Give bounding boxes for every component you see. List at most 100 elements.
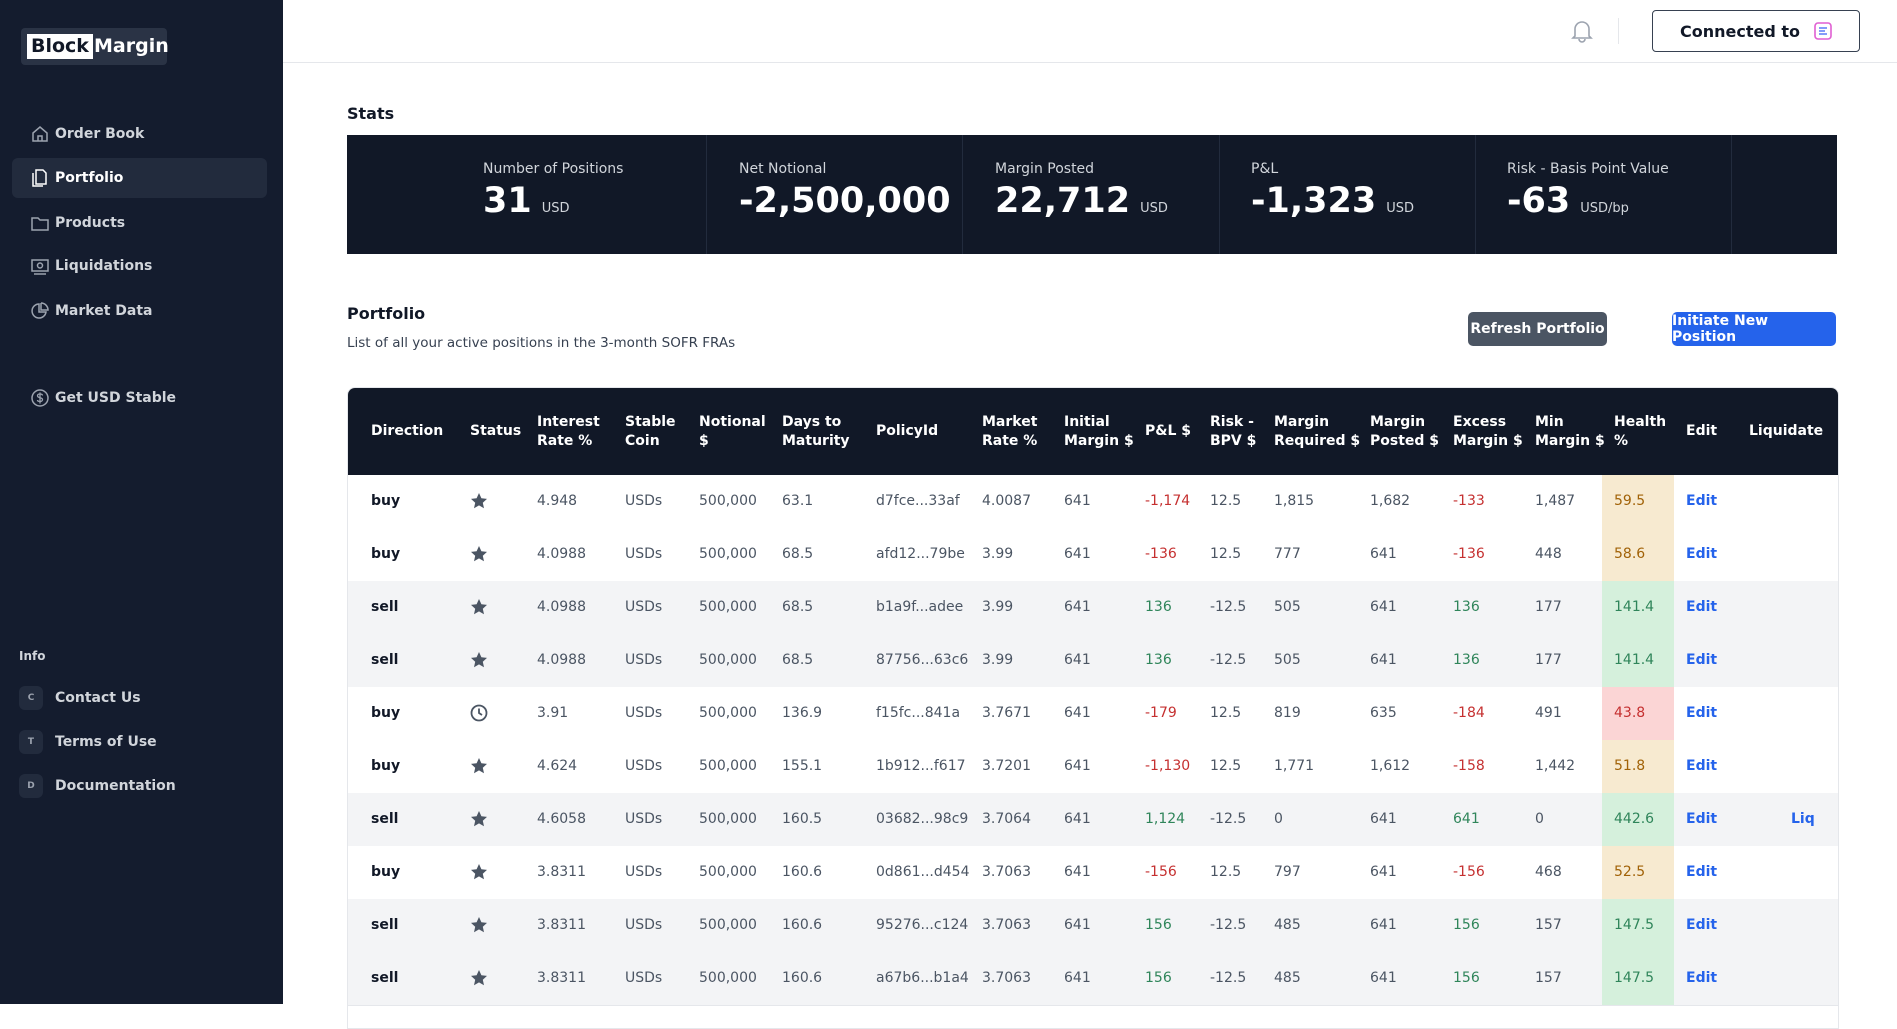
cell: 156 [1453,970,1480,986]
direction-cell: sell [371,599,399,615]
stat-card: P&L -1,323 USD [1251,161,1414,221]
cell: 4.948 [537,493,578,509]
logo-margin: Margin [94,35,169,57]
info-label: Terms of Use [55,734,157,750]
info-link[interactable]: C Contact Us [12,678,267,718]
cell: 157 [1535,970,1562,986]
direction-cell: sell [371,811,399,827]
nav-icon [31,302,49,319]
stat-unit: USD/bp [1580,201,1629,216]
table-row: buy 4.0988 USDs 500,000 68.5 afd12...79be 3.99… [348,528,1838,582]
cell: USDs [625,864,663,880]
cell: -1,130 [1145,758,1191,774]
cell: -133 [1453,493,1485,509]
edit-link[interactable]: Edit [1686,546,1718,562]
cell: 136.9 [782,705,823,721]
direction-cell: sell [371,970,399,986]
cell: 641 [1370,917,1397,933]
cell: 1b912...f617 [876,758,966,774]
status-icon [471,970,487,986]
cell: 1,442 [1535,758,1576,774]
table-row: sell 3.8311 USDs 500,000 160.6 a67b6...b1a4 3.… [348,952,1838,1006]
info-heading: Info [19,649,46,663]
cell: 641 [1370,864,1397,880]
health-cell-bg [1602,475,1674,528]
cell: 156 [1145,917,1172,933]
cell: USDs [625,811,663,827]
nav-item[interactable]: Liquidations [12,246,267,286]
cell: 160.6 [782,970,823,986]
status-icon [471,546,487,562]
nav-label: Products [55,215,126,231]
cell: 0d861...d454 [876,864,970,880]
table-row: sell 4.0988 USDs 500,000 68.5 b1a9f...adee 3.9… [348,581,1838,635]
edit-link[interactable]: Edit [1686,652,1718,668]
cell: 3.7063 [982,917,1031,933]
stat-card: Number of Positions 31 USD [483,161,623,221]
edit-link[interactable]: Edit [1686,705,1718,721]
edit-link[interactable]: Edit [1686,970,1718,986]
edit-link[interactable]: Edit [1686,864,1718,880]
health-cell-bg [1602,952,1674,1005]
nav-item[interactable]: Order Book [12,114,267,154]
cell: -12.5 [1210,811,1247,827]
table-row: buy 3.8311 USDs 500,000 160.6 0d861...d454 3.7… [348,846,1838,900]
info-label: Documentation [55,778,176,794]
cell: 641 [1370,599,1397,615]
cell: 505 [1274,599,1301,615]
table-row: buy 4.624 USDs 500,000 155.1 1b912...f617 3.72… [348,740,1838,794]
nav-item[interactable]: Get USD Stable [12,378,267,418]
refresh-button[interactable]: Refresh Portfolio [1468,312,1607,346]
cell: 4.0988 [537,652,586,668]
cell: 641 [1370,546,1397,562]
nav-item[interactable]: Products [12,203,267,243]
cell: USDs [625,652,663,668]
stat-unit: USD [541,201,570,216]
stat-card: Margin Posted 22,712 USD [995,161,1168,221]
cell: 156 [1453,917,1480,933]
cell: 1,771 [1274,758,1315,774]
nav-label: Liquidations [55,258,153,274]
cell: -184 [1453,705,1485,721]
column-header: Min Margin $ [1535,413,1605,449]
nav-icon [31,217,49,231]
health-cell-bg [1602,634,1674,687]
cell: 136 [1145,599,1172,615]
edit-link[interactable]: Edit [1686,493,1718,509]
health-cell: 59.5 [1614,493,1646,509]
nav-label: Market Data [55,303,153,319]
nav-icon [32,169,47,187]
liquidate-link[interactable]: Liq [1791,811,1815,827]
health-cell: 147.5 [1614,917,1655,933]
connect-button[interactable]: Connected to [1652,10,1860,52]
info-link[interactable]: D Documentation [12,766,267,806]
cell: 1,682 [1370,493,1411,509]
cell: d7fce...33af [876,493,960,509]
direction-cell: buy [371,864,401,880]
new-position-button[interactable]: Initiate New Position [1672,312,1836,346]
edit-link[interactable]: Edit [1686,758,1718,774]
nav-item[interactable]: Portfolio [12,158,267,198]
info-link[interactable]: T Terms of Use [12,722,267,762]
cell: -12.5 [1210,970,1247,986]
cell: 3.7063 [982,864,1031,880]
cell: 641 [1064,811,1091,827]
stat-value: 22,712 [995,181,1131,221]
cell: 641 [1370,970,1397,986]
cell: 500,000 [699,599,757,615]
nav-item[interactable]: Market Data [12,291,267,331]
bell-icon[interactable] [1571,19,1593,43]
stat-value-row: 22,712 USD [995,181,1168,221]
cell: 505 [1274,652,1301,668]
edit-link[interactable]: Edit [1686,917,1718,933]
cell: -158 [1453,758,1485,774]
edit-link[interactable]: Edit [1686,811,1718,827]
cell: 160.6 [782,917,823,933]
cell: 641 [1064,758,1091,774]
health-cell: 442.6 [1614,811,1655,827]
cell: 635 [1370,705,1397,721]
logo[interactable]: Block Margin [21,28,169,65]
cell: 63.1 [782,493,814,509]
edit-link[interactable]: Edit [1686,599,1718,615]
cell: -156 [1145,864,1177,880]
